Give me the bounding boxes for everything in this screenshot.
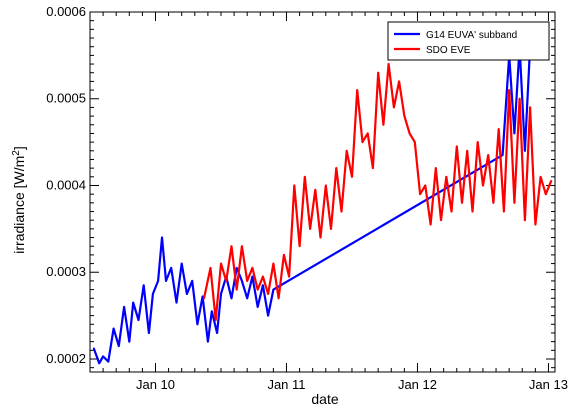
legend-label: G14 EUVA' subband [426,30,517,41]
x-tick-label: Jan 13 [529,377,568,392]
series-line-sdo-eve [202,62,553,322]
y-tick-label: 0.0006 [46,4,86,19]
y-tick-label: 0.0004 [46,177,86,192]
y-tick-label: 0.0005 [46,91,86,106]
y-tick-label: 0.0003 [46,264,86,279]
series-lines [92,36,553,365]
axes: 0.0002 0.0003 0.0004 0.0005 0.0006 Jan 10 Jan … [46,4,568,392]
y-axis-title: irradiance [W/m2] [11,146,28,253]
plot-frame [89,11,556,373]
y-tick-label: 0.0002 [46,351,86,366]
legend: G14 EUVA' subband SDO EVE [387,21,550,61]
x-tick-label: Jan 12 [398,377,437,392]
legend-box [387,21,550,61]
x-axis-title: date [311,391,338,407]
series-line-g14 [92,36,537,365]
x-tick-label: Jan 11 [267,377,305,392]
legend-label: SDO EVE [426,45,471,56]
x-tick-label: Jan 10 [136,377,175,392]
